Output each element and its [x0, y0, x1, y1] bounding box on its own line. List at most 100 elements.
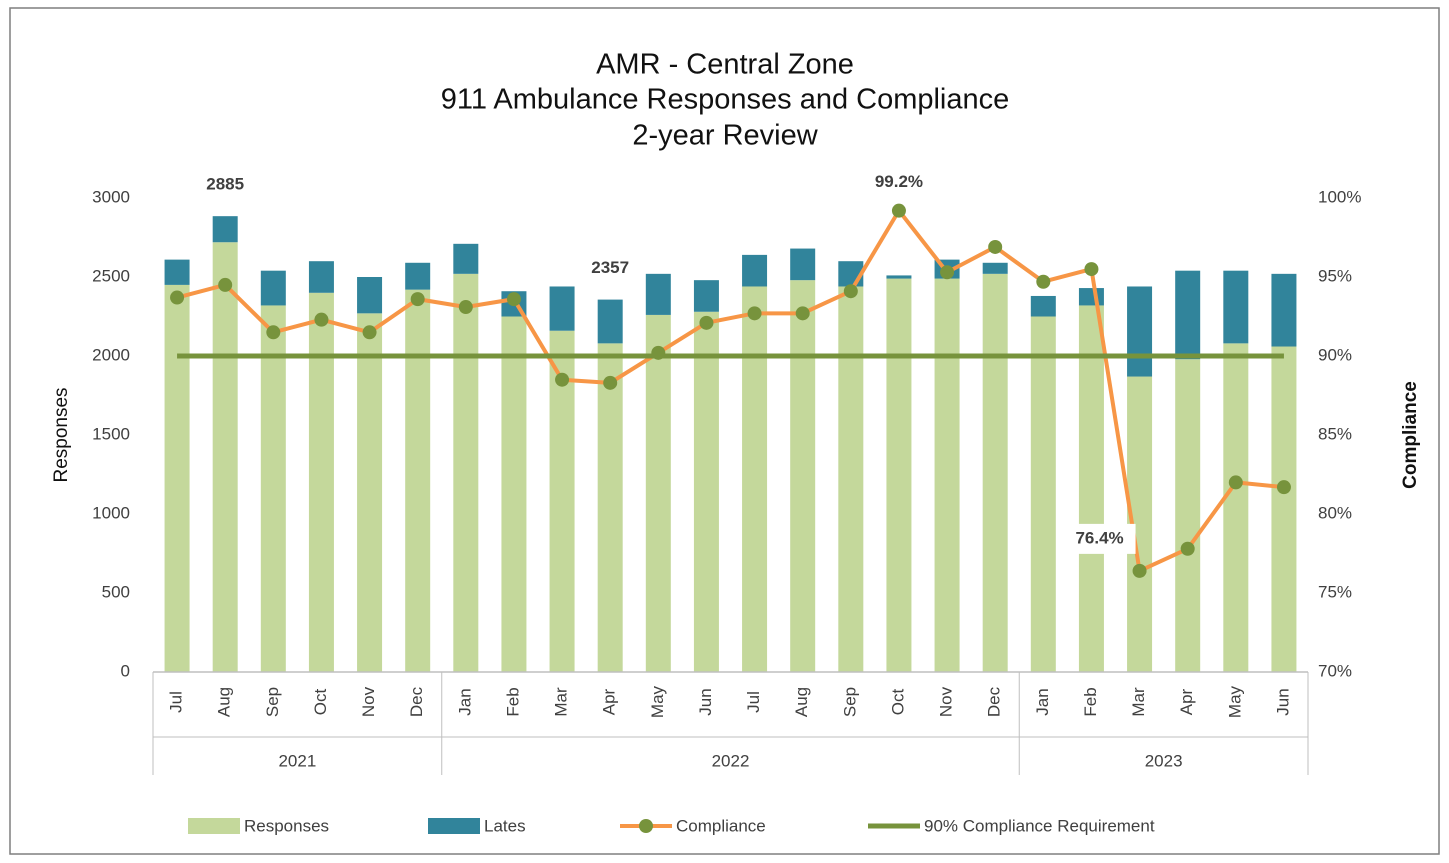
- compliance-point: [458, 300, 473, 315]
- x-tick-label: Jan: [1033, 688, 1052, 715]
- compliance-point: [940, 265, 955, 280]
- compliance-point: [266, 325, 281, 340]
- compliance-point: [314, 312, 329, 327]
- bar: [742, 286, 768, 672]
- x-tick-label: Nov: [359, 686, 378, 717]
- y2-tick-label: 80%: [1318, 503, 1352, 522]
- y-tick-label: 2500: [92, 266, 130, 285]
- legend-label: Lates: [484, 816, 526, 835]
- bar: [934, 278, 960, 672]
- x-tick-label: Oct: [888, 689, 907, 716]
- y2-axis-title: Compliance: [1400, 381, 1421, 489]
- y2-tick-label: 90%: [1318, 345, 1352, 364]
- compliance-point: [891, 203, 906, 218]
- y2-tick-label: 70%: [1318, 661, 1352, 680]
- x-tick-label: May: [648, 685, 667, 718]
- x-tick-label: Sep: [840, 687, 859, 717]
- label-box: [1063, 523, 1136, 554]
- chart-title: 911 Ambulance Responses and Compliance: [441, 84, 1010, 116]
- bar: [164, 259, 190, 285]
- legend-label: Responses: [244, 816, 329, 835]
- bar: [164, 284, 190, 672]
- x-tick-label: Apr: [600, 688, 619, 715]
- bar: [212, 216, 238, 243]
- compliance-point: [988, 239, 1003, 254]
- x-tick-label: Jan: [455, 688, 474, 715]
- bar: [1223, 270, 1249, 344]
- bar: [982, 262, 1008, 274]
- x-tick-label: Aug: [792, 687, 811, 717]
- compliance-point: [843, 284, 858, 299]
- compliance-point: [218, 277, 233, 292]
- x-tick-label: Jul: [744, 691, 763, 713]
- data-label: 99.2%: [875, 172, 923, 191]
- total-label: 2357: [591, 258, 629, 277]
- year-label: 2021: [278, 751, 316, 770]
- compliance-point: [1084, 262, 1099, 277]
- bar: [357, 313, 383, 672]
- x-tick-label: Mar: [552, 687, 571, 717]
- bar: [645, 273, 671, 315]
- year-label: 2023: [1145, 751, 1183, 770]
- bar: [790, 248, 816, 281]
- y-tick-label: 500: [102, 582, 130, 601]
- compliance-line: [176, 208, 1285, 573]
- bar: [1030, 316, 1056, 672]
- y2-tick-label: 75%: [1318, 582, 1352, 601]
- y2-tick-label: 95%: [1318, 266, 1352, 285]
- x-tick-label: Jun: [696, 688, 715, 715]
- bar: [886, 275, 912, 279]
- bar: [1271, 273, 1297, 347]
- compliance-point: [410, 292, 425, 307]
- y-tick-label: 3000: [92, 187, 130, 206]
- year-label: 2022: [712, 751, 750, 770]
- x-tick-label: Nov: [937, 686, 956, 717]
- compliance-point: [170, 290, 185, 305]
- compliance-point: [747, 306, 762, 321]
- compliance-point: [1276, 480, 1291, 495]
- y-tick-label: 0: [121, 661, 130, 680]
- compliance-point: [1036, 274, 1051, 289]
- compliance-point: [795, 306, 810, 321]
- x-tick-label: Feb: [1081, 687, 1100, 716]
- x-tick-label: Oct: [311, 689, 330, 716]
- chart-border: [9, 7, 1440, 855]
- x-tick-label: Mar: [1129, 687, 1148, 717]
- bar: [260, 305, 286, 672]
- y-axis-title: Responses: [51, 387, 72, 482]
- bar: [838, 286, 864, 672]
- data-label: 76.4%: [1075, 528, 1123, 547]
- bar: [597, 299, 623, 344]
- bar: [357, 277, 383, 314]
- chart-title: AMR - Central Zone: [596, 49, 854, 81]
- x-tick-label: Aug: [215, 687, 234, 717]
- legend-swatch: [188, 818, 240, 834]
- bar: [693, 280, 719, 312]
- bar: [1175, 359, 1201, 672]
- legend-swatch: [428, 818, 480, 834]
- compliance-point: [362, 325, 377, 340]
- bar: [453, 273, 479, 672]
- bar: [742, 254, 768, 287]
- legend-label: Compliance: [676, 816, 766, 835]
- bar: [405, 289, 431, 672]
- bar: [982, 273, 1008, 672]
- bar: [790, 280, 816, 672]
- compliance-point: [1180, 541, 1195, 556]
- bar: [1175, 270, 1201, 360]
- x-tick-label: Jul: [167, 691, 186, 713]
- y-tick-label: 1000: [92, 503, 130, 522]
- bar: [549, 286, 575, 331]
- y2-tick-label: 85%: [1318, 424, 1352, 443]
- legend-marker: [639, 819, 653, 833]
- bar: [308, 292, 334, 672]
- bar: [1030, 295, 1056, 317]
- chart-title: 2-year Review: [632, 120, 818, 152]
- compliance-point: [1228, 475, 1243, 490]
- y2-tick-label: 100%: [1318, 187, 1361, 206]
- x-tick-label: Dec: [985, 686, 1004, 717]
- bar: [1223, 343, 1249, 672]
- x-tick-label: Jun: [1273, 688, 1292, 715]
- bar: [405, 262, 431, 290]
